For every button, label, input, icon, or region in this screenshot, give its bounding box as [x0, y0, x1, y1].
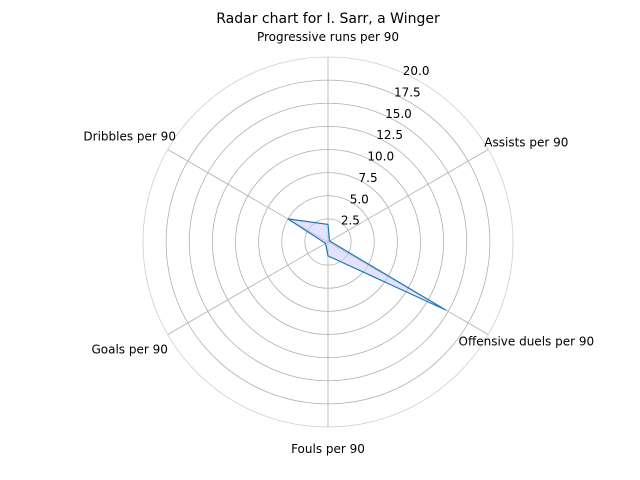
radial-tick-label: 5.0 — [350, 192, 369, 206]
radial-tick-label: 10.0 — [367, 150, 394, 164]
axis-spoke — [167, 241, 329, 335]
axis-label: Assists per 90 — [484, 136, 568, 150]
series-line — [287, 218, 447, 311]
axis-label: Fouls per 90 — [291, 442, 365, 456]
chart-title: Radar chart for I. Sarr, a Winger — [216, 11, 440, 27]
radial-tick-label: 15.0 — [385, 107, 412, 121]
axis-labels: Progressive runs per 90 Assists per 90 Off… — [83, 30, 594, 456]
radial-tick-label: 2.5 — [341, 214, 360, 228]
axis-label: Progressive runs per 90 — [257, 30, 399, 44]
radial-tick-label: 12.5 — [376, 128, 403, 142]
radial-tick-label: 20.0 — [403, 64, 430, 78]
radial-tick-labels: 2.5 5.0 7.5 10.0 12.5 15.0 17.5 20.0 — [341, 64, 430, 228]
axis-label: Offensive duels per 90 — [459, 335, 595, 349]
radial-tick-label: 7.5 — [359, 171, 378, 185]
axis-label: Goals per 90 — [91, 343, 167, 357]
radial-tick-label: 17.5 — [394, 85, 421, 99]
axis-spoke — [327, 149, 489, 243]
axis-label: Dribbles per 90 — [83, 130, 176, 144]
data-layer — [287, 218, 447, 311]
